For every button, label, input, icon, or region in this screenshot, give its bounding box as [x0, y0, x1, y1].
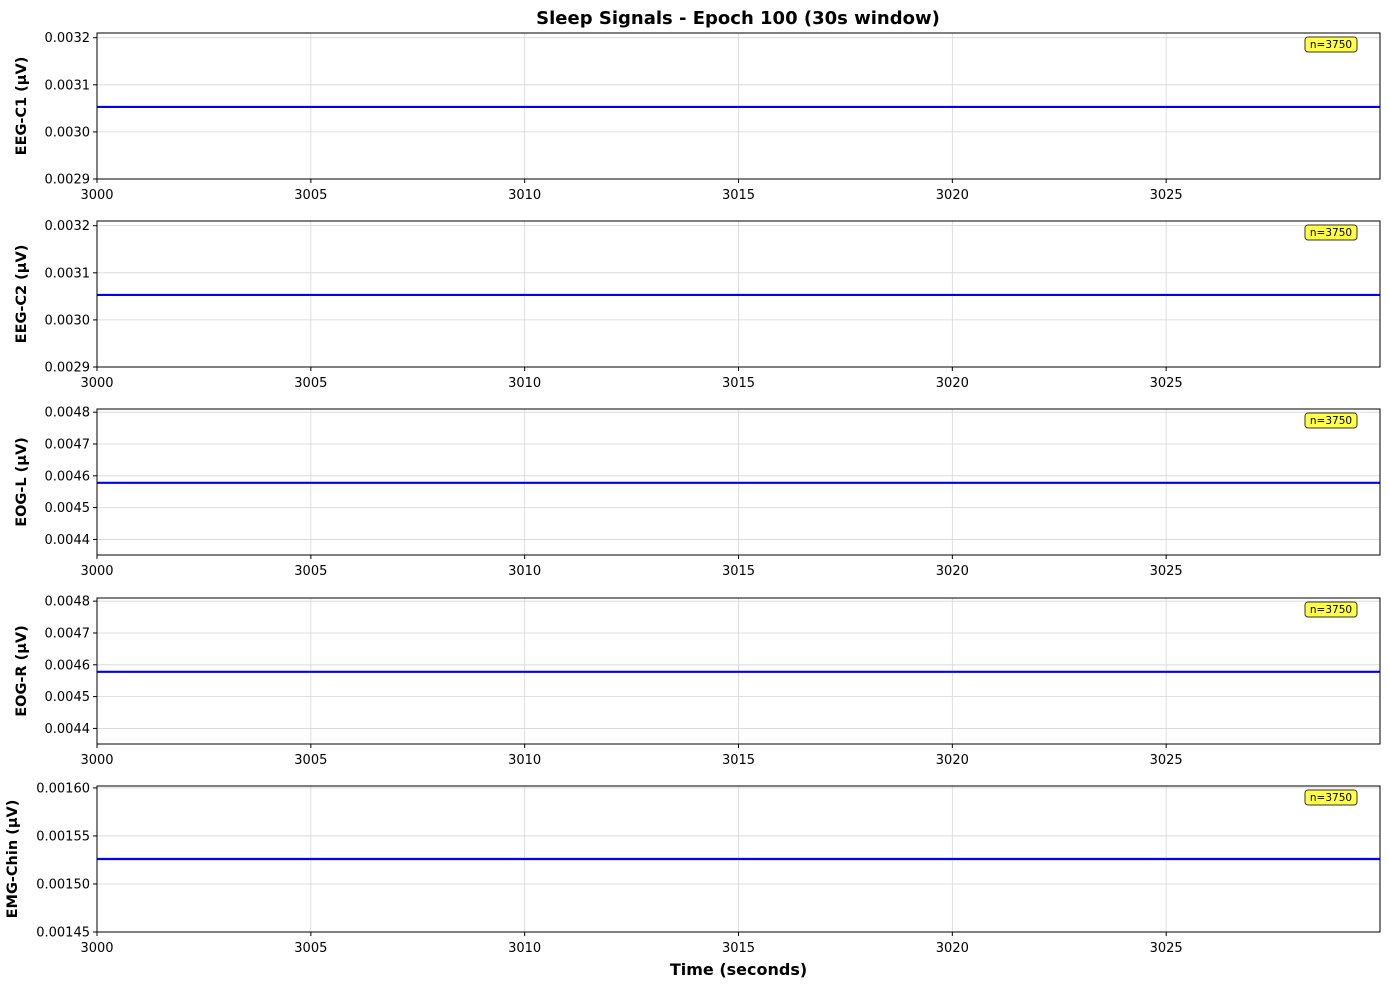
- y-axis-label: EOG-R (µV): [14, 625, 30, 717]
- x-tick-label: 3000: [80, 188, 113, 203]
- subplots-container: 3000 3005 3010 3015 3020 3025 0.0029 0.0030 0.00…: [5, 31, 1381, 979]
- x-tick-label: 3010: [508, 941, 541, 956]
- x-axis-label: Time (seconds): [670, 960, 807, 979]
- x-tick-label: 3015: [722, 564, 755, 579]
- x-tick-label: 3010: [508, 376, 541, 391]
- y-tick-label: 0.0031: [45, 78, 91, 93]
- y-tick-label: 0.0048: [45, 595, 91, 610]
- x-tick-label: 3020: [936, 753, 969, 768]
- sample-count-badge: [1304, 36, 1358, 53]
- x-tick-label: 3005: [294, 753, 327, 768]
- y-axis-label: EMG-Chin (µV): [5, 800, 21, 919]
- sample-count-badge: [1304, 412, 1358, 429]
- y-axis-label: EOG-L (µV): [14, 437, 30, 527]
- x-tick-label: 3010: [508, 564, 541, 579]
- y-tick-label: 0.0029: [45, 361, 91, 376]
- y-tick-label: 0.0030: [45, 313, 91, 328]
- y-tick-label: 0.0032: [45, 31, 91, 46]
- x-tick-label: 3025: [1150, 188, 1183, 203]
- y-tick-label: 0.00160: [36, 781, 90, 796]
- x-tick-label: 3000: [80, 941, 113, 956]
- y-tick-label: 0.0032: [45, 219, 91, 234]
- y-tick-label: 0.00145: [36, 926, 90, 941]
- y-tick-label: 0.0044: [45, 533, 91, 548]
- y-tick-label: 0.0031: [45, 266, 91, 281]
- x-tick-label: 3000: [80, 753, 113, 768]
- x-tick-label: 3010: [508, 753, 541, 768]
- sample-count-text: n=3750: [1310, 39, 1352, 51]
- x-tick-label: 3020: [936, 188, 969, 203]
- sample-count-text: n=3750: [1310, 792, 1352, 804]
- sample-count-badge: [1304, 601, 1358, 618]
- y-tick-label: 0.0048: [45, 406, 91, 421]
- x-tick-label: 3005: [294, 188, 327, 203]
- subplot-5: 3000 3005 3010 3015 3020 3025 0.00145 0.00150 0.…: [5, 781, 1381, 979]
- y-axis-label: EEG-C2 (µV): [14, 245, 30, 344]
- y-tick-label: 0.0045: [45, 690, 91, 705]
- sample-count-badge: [1304, 789, 1358, 806]
- y-tick-label: 0.0029: [45, 173, 91, 188]
- x-tick-label: 3020: [936, 376, 969, 391]
- y-tick-label: 0.0046: [45, 469, 91, 484]
- y-tick-label: 0.00150: [36, 877, 90, 892]
- x-tick-label: 3020: [936, 564, 969, 579]
- x-tick-label: 3015: [722, 188, 755, 203]
- x-tick-label: 3000: [80, 376, 113, 391]
- y-tick-label: 0.0047: [45, 626, 91, 641]
- subplot-2: 3000 3005 3010 3015 3020 3025 0.0029 0.0030 0.00…: [14, 219, 1381, 391]
- x-tick-label: 3025: [1150, 564, 1183, 579]
- x-tick-label: 3015: [722, 753, 755, 768]
- x-tick-label: 3005: [294, 564, 327, 579]
- sample-count-text: n=3750: [1310, 415, 1352, 427]
- y-tick-label: 0.0047: [45, 437, 91, 452]
- subplot-4: 3000 3005 3010 3015 3020 3025 0.0044 0.0045 0.00…: [14, 595, 1381, 768]
- subplot-3: 3000 3005 3010 3015 3020 3025 0.0044 0.0045 0.00…: [14, 406, 1381, 579]
- sample-count-text: n=3750: [1310, 227, 1352, 239]
- y-tick-label: 0.0046: [45, 658, 91, 673]
- x-tick-label: 3025: [1150, 376, 1183, 391]
- x-tick-label: 3005: [294, 941, 327, 956]
- x-tick-label: 3025: [1150, 941, 1183, 956]
- y-tick-label: 0.0045: [45, 501, 91, 516]
- x-tick-label: 3015: [722, 376, 755, 391]
- x-tick-label: 3025: [1150, 753, 1183, 768]
- subplot-1: 3000 3005 3010 3015 3020 3025 0.0029 0.0030 0.00…: [14, 31, 1381, 203]
- y-tick-label: 0.0044: [45, 722, 91, 737]
- x-tick-label: 3020: [936, 941, 969, 956]
- x-tick-label: 3000: [80, 564, 113, 579]
- sample-count-badge: [1304, 224, 1358, 241]
- y-tick-label: 0.0030: [45, 125, 91, 140]
- x-tick-label: 3010: [508, 188, 541, 203]
- x-tick-label: 3015: [722, 941, 755, 956]
- y-axis-label: EEG-C1 (µV): [14, 57, 30, 156]
- sample-count-text: n=3750: [1310, 604, 1352, 616]
- chart-title: Sleep Signals - Epoch 100 (30s window): [536, 8, 940, 29]
- y-tick-label: 0.00155: [36, 829, 90, 844]
- x-tick-label: 3005: [294, 376, 327, 391]
